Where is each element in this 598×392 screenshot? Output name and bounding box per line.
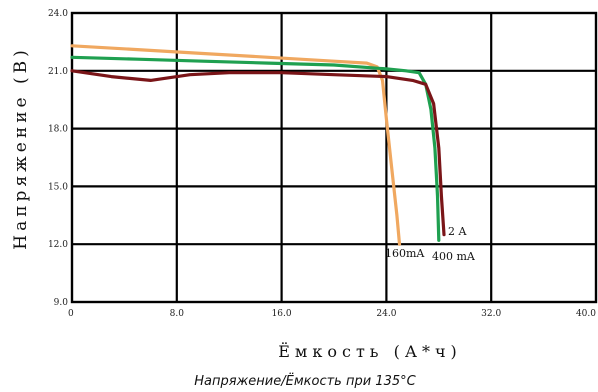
x-tick-labels: 0 8.0 16.0 24.0 32.0 40.0 — [68, 309, 596, 319]
series-line-160ma — [70, 44, 402, 246]
y-tick-label: 9.0 — [54, 298, 69, 308]
y-tick-label: 15.0 — [48, 182, 68, 192]
chart-caption: Напряжение/Ёмкость при 135°С — [194, 373, 416, 389]
x-tick-label: 16.0 — [272, 309, 292, 319]
y-tick-label: 18.0 — [48, 125, 68, 135]
y-tick-label: 24.0 — [48, 9, 68, 19]
x-tick-label: 40.0 — [576, 309, 596, 319]
plot-frame — [70, 11, 598, 304]
x-tick-label: 8.0 — [170, 309, 185, 319]
x-tick-label: 0 — [68, 309, 74, 319]
series-line-400ma — [70, 55, 441, 242]
series-label-2a: 2 A — [448, 225, 467, 238]
y-tick-label: 21.0 — [48, 67, 68, 77]
y-tick-labels: 9.0 12.0 15.0 18.0 21.0 24.0 — [48, 9, 68, 308]
series-label-400ma: 400 mA — [432, 250, 476, 263]
plot-border — [70, 11, 598, 304]
y-tick-label: 12.0 — [48, 240, 68, 250]
y-axis-label: Напряжение (В) — [11, 46, 31, 249]
x-tick-label: 32.0 — [481, 309, 501, 319]
x-axis-label: Ёмкость (А*ч) — [278, 341, 462, 361]
data-series — [70, 44, 446, 246]
series-line-2a — [70, 69, 446, 237]
series-label-160ma: 160mA — [385, 247, 425, 260]
x-tick-label: 24.0 — [376, 309, 396, 319]
